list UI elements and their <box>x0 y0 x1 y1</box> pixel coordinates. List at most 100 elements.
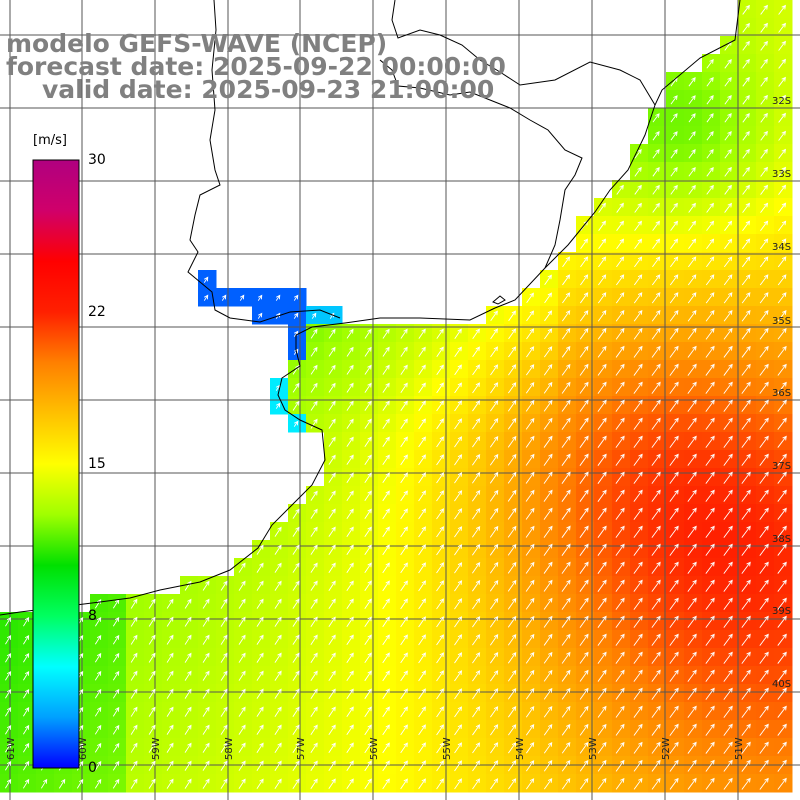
field-cell <box>162 684 181 703</box>
wind-arrow <box>688 220 696 231</box>
wind-arrow <box>687 363 697 376</box>
wind-arrow <box>561 741 571 754</box>
wind-arrow <box>76 778 84 789</box>
field-cell <box>594 252 613 271</box>
wind-arrow <box>346 490 354 501</box>
wind-arrow <box>130 598 138 609</box>
field-cell <box>396 558 415 577</box>
field-cell <box>90 612 109 631</box>
wind-arrow <box>489 418 499 430</box>
field-cell <box>738 90 757 109</box>
field-cell <box>450 432 469 451</box>
wind-arrow <box>436 742 444 754</box>
field-cell <box>720 306 739 325</box>
field-cell <box>288 594 307 613</box>
field-cell <box>450 576 469 595</box>
wind-arrow <box>328 508 336 519</box>
wind-arrow <box>723 759 733 772</box>
wind-arrow <box>310 778 318 790</box>
field-cell <box>612 594 631 613</box>
wind-arrow <box>400 454 408 466</box>
field-cell <box>522 432 541 451</box>
wind-arrow <box>723 381 733 394</box>
wind-arrow <box>256 778 264 789</box>
field-cell <box>756 558 775 577</box>
wind-arrow <box>543 453 553 466</box>
wind-arrow <box>382 382 390 393</box>
field-cell <box>180 594 199 613</box>
wind-arrow <box>472 652 481 664</box>
wind-arrow <box>23 617 30 627</box>
wind-arrow <box>580 274 589 286</box>
field-cell <box>414 504 433 523</box>
wind-arrow <box>22 778 30 789</box>
field-cell <box>18 666 37 685</box>
wind-arrow <box>670 256 679 268</box>
field-cell <box>756 738 775 757</box>
wind-arrow <box>597 777 607 790</box>
field-cell <box>540 504 559 523</box>
field-cell <box>396 738 415 757</box>
wind-arrow <box>616 184 624 195</box>
field-cell <box>72 774 91 793</box>
field-cell <box>738 180 757 199</box>
wind-arrow <box>634 220 642 231</box>
wind-arrow <box>346 706 354 718</box>
wind-arrow <box>597 435 607 448</box>
field-cell <box>594 612 613 631</box>
wind-arrow <box>597 292 607 304</box>
field-cell <box>378 576 397 595</box>
wind-arrow <box>508 760 517 772</box>
field-cell <box>738 666 757 685</box>
wind-arrow <box>292 652 300 663</box>
field-cell <box>360 360 379 379</box>
wind-arrow <box>706 184 714 195</box>
field-cell <box>504 540 523 559</box>
field-cell <box>486 540 505 559</box>
wind-arrow <box>346 778 354 790</box>
field-cell <box>432 504 451 523</box>
field-cell <box>342 324 361 343</box>
wind-arrow <box>705 525 715 538</box>
field-cell <box>306 684 325 703</box>
wind-arrow <box>759 507 769 520</box>
field-cell <box>504 594 523 613</box>
wind-arrow <box>382 436 390 448</box>
wind-arrow <box>274 544 282 555</box>
field-cell <box>630 360 649 379</box>
wind-arrow <box>705 543 715 556</box>
field-cell <box>504 360 523 379</box>
wind-arrow <box>328 688 336 700</box>
field-cell <box>756 198 775 217</box>
wind-arrow <box>148 616 156 627</box>
wind-arrow <box>687 417 697 430</box>
field-cell <box>720 666 739 685</box>
wind-arrow <box>778 94 786 105</box>
wind-arrow <box>94 742 102 753</box>
field-cell <box>648 630 667 649</box>
wind-arrow <box>130 670 138 681</box>
field-cell <box>432 378 451 397</box>
wind-arrow <box>633 489 643 502</box>
field-cell <box>396 324 415 343</box>
field-cell <box>684 270 703 289</box>
field-cell <box>594 270 613 289</box>
wind-arrow <box>597 651 607 664</box>
field-cell <box>270 666 289 685</box>
field-cell <box>216 630 235 649</box>
field-cell <box>378 486 397 505</box>
field-cell <box>666 216 685 235</box>
field-cell <box>630 342 649 361</box>
wind-arrow <box>292 616 300 627</box>
wind-arrow <box>741 759 751 772</box>
field-cell <box>324 360 343 379</box>
wind-arrow <box>184 652 192 663</box>
field-cell <box>684 594 703 613</box>
wind-arrow <box>778 184 787 195</box>
field-cell <box>342 396 361 415</box>
field-cell <box>648 162 667 181</box>
field-cell <box>432 342 451 361</box>
wind-arrow <box>688 166 696 177</box>
field-cell <box>324 594 343 613</box>
field-cell <box>270 774 289 793</box>
